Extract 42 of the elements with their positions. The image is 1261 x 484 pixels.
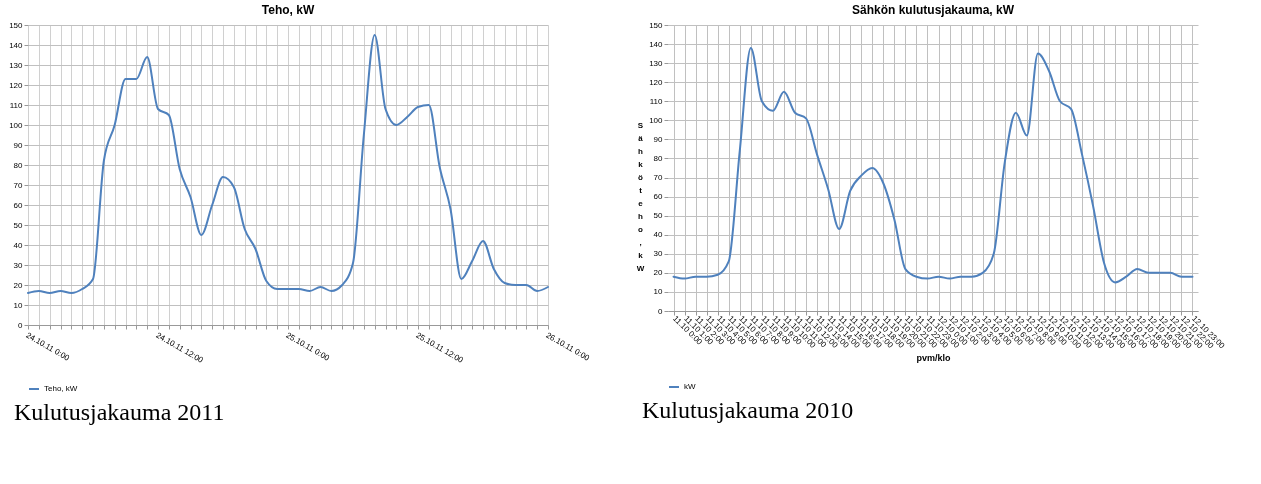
legend-label: Teho, kW <box>44 384 78 393</box>
y-tick-label: 120 <box>649 77 664 87</box>
y-tick-label: 80 <box>653 153 664 163</box>
y-tick-label: 100 <box>9 120 24 130</box>
y-tick-label: 30 <box>653 249 664 259</box>
y-tick-label: 0 <box>18 320 24 330</box>
y-tick-label: 50 <box>653 211 664 221</box>
y-tick-label: 130 <box>9 60 24 70</box>
y-tick-label: 40 <box>13 240 24 250</box>
y-tick-label: 20 <box>653 268 664 278</box>
y-tick-label: 80 <box>13 160 24 170</box>
y-tick-label: 150 <box>9 20 24 30</box>
chart-title: Teho, kW <box>261 3 315 17</box>
y-tick-label: 100 <box>649 115 664 125</box>
y-tick-label: 60 <box>13 200 24 210</box>
y-tick-label: 70 <box>653 173 664 183</box>
y-tick-label: 90 <box>653 134 664 144</box>
y-tick-label: 20 <box>13 280 24 290</box>
y-tick-label: 0 <box>658 306 664 316</box>
text: Kulutusjakauma 2010 <box>641 397 855 424</box>
y-tick-label: 60 <box>653 192 664 202</box>
y-tick-label: 10 <box>653 287 664 297</box>
text: Sähköteho, kW <box>636 120 645 273</box>
y-tick-label: 110 <box>649 96 664 106</box>
y-tick-label: 150 <box>649 20 664 30</box>
y-tick-label: 140 <box>649 39 664 49</box>
chart-title: Sähkön kulutusjakauma, kW <box>851 3 1015 17</box>
text: Kulutusjakauma 2011 <box>13 399 226 426</box>
y-tick-label: 50 <box>13 220 24 230</box>
x-axis-title: pvm/klo <box>916 353 951 364</box>
line-series <box>27 34 549 294</box>
y-tick-label: 70 <box>13 180 24 190</box>
y-tick-label: 30 <box>13 260 24 270</box>
y-tick-label: 140 <box>9 40 24 50</box>
y-tick-label: 130 <box>649 58 664 68</box>
y-tick-label: 90 <box>13 140 24 150</box>
y-tick-label: 10 <box>13 300 24 310</box>
y-tick-label: 40 <box>653 230 664 240</box>
y-tick-label: 120 <box>9 80 24 90</box>
line-series <box>672 46 1194 284</box>
y-tick-label: 110 <box>9 100 24 110</box>
legend-label: kW <box>684 382 696 391</box>
